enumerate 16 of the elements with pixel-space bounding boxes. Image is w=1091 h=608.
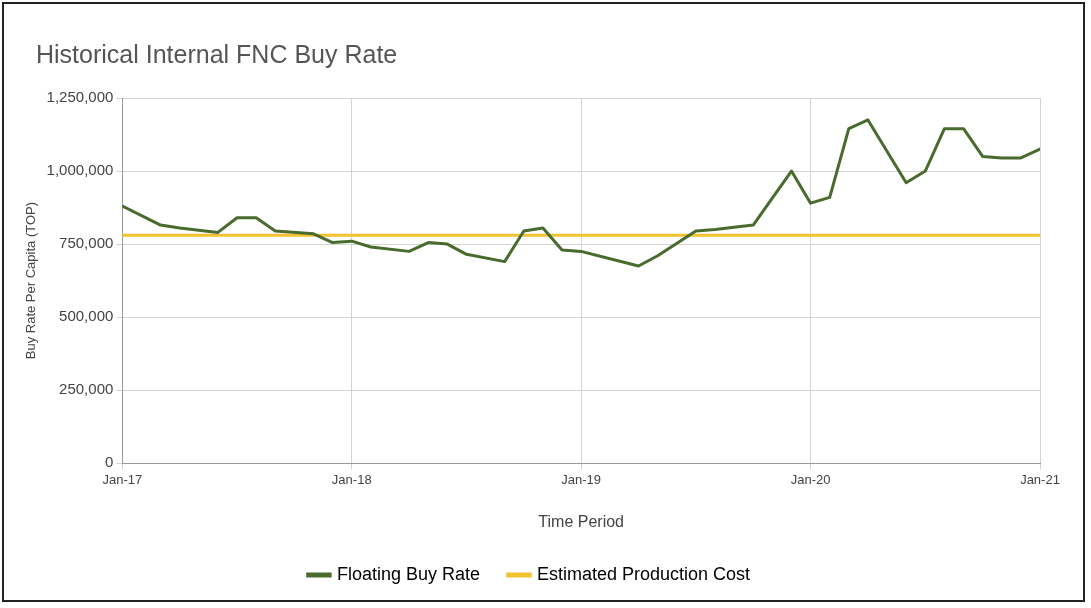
x-tick-label: Jan-17	[102, 471, 143, 487]
x-tick-label: Jan-20	[790, 471, 831, 487]
legend-label: Estimated Production Cost	[536, 563, 751, 584]
y-axis-title: Buy Rate Per Capita (TOP)	[23, 201, 39, 360]
y-tick-label: 750,000	[59, 234, 114, 252]
y-tick-label: 1,000,000	[46, 161, 114, 179]
legend-label: Floating Buy Rate	[336, 563, 480, 584]
y-tick-label: 1,250,000	[46, 88, 114, 106]
x-tick-label: Jan-19	[561, 471, 602, 487]
y-tick-label: 0	[104, 453, 114, 471]
x-tick-label: Jan-21	[1020, 471, 1060, 487]
x-tick-label: Jan-18	[331, 471, 372, 487]
y-tick-label: 250,000	[59, 380, 114, 398]
chart-title: Historical Internal FNC Buy Rate	[36, 40, 398, 69]
y-tick-label: 500,000	[59, 307, 114, 325]
x-axis-title: Time Period	[538, 512, 624, 530]
